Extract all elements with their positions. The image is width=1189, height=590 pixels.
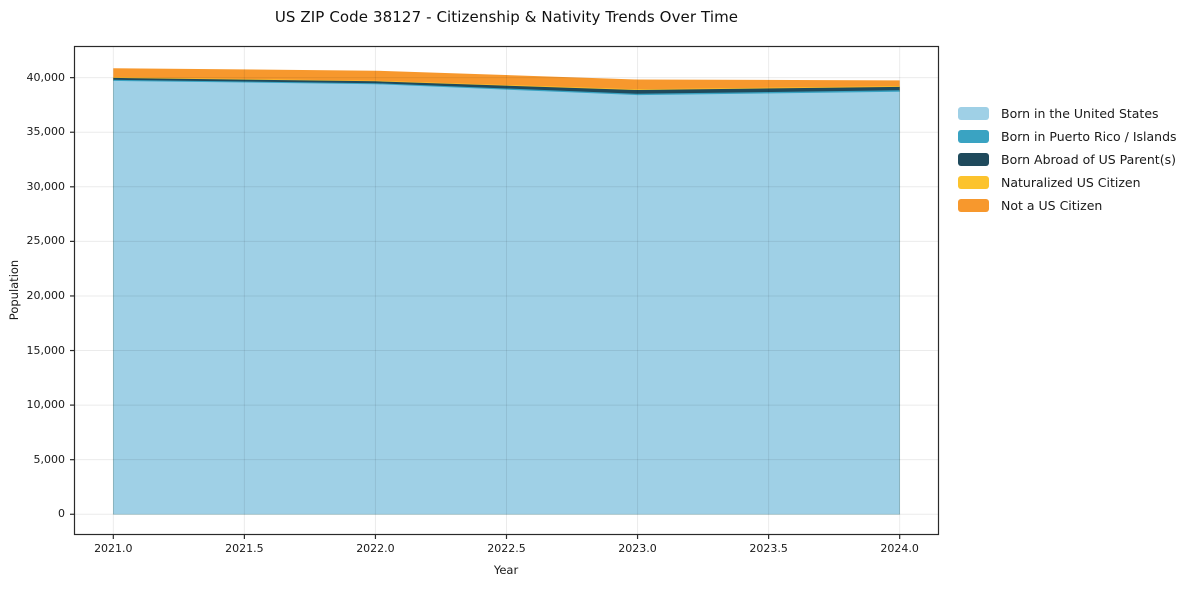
y-tick-label: 15,000 xyxy=(26,343,66,357)
legend-swatch-icon xyxy=(958,130,989,143)
legend: Born in the United States Born in Puerto … xyxy=(958,106,1177,222)
area-series-0 xyxy=(113,80,900,515)
y-tick-label: 10,000 xyxy=(26,398,66,412)
legend-item: Born Abroad of US Parent(s) xyxy=(958,152,1177,167)
x-tick-label: 2024.0 xyxy=(880,542,919,555)
legend-label: Born in Puerto Rico / Islands xyxy=(1001,129,1177,144)
y-tick-label: 30,000 xyxy=(26,179,66,193)
legend-label: Naturalized US Citizen xyxy=(1001,175,1141,190)
y-tick-label: 5,000 xyxy=(33,452,66,466)
x-axis-title: Year xyxy=(493,563,519,577)
x-tick-label: 2022.5 xyxy=(487,542,526,555)
legend-label: Not a US Citizen xyxy=(1001,198,1103,213)
y-tick-label: 25,000 xyxy=(26,234,66,248)
legend-label: Born in the United States xyxy=(1001,106,1159,121)
chart-title: US ZIP Code 38127 - Citizenship & Nativi… xyxy=(274,8,739,26)
plot-border xyxy=(73,45,940,536)
legend-label: Born Abroad of US Parent(s) xyxy=(1001,152,1176,167)
legend-swatch-icon xyxy=(958,107,989,120)
legend-item: Born in the United States xyxy=(958,106,1177,121)
legend-swatch-icon xyxy=(958,153,989,166)
x-tick-label: 2023.5 xyxy=(749,542,788,555)
x-tick-label: 2023.0 xyxy=(618,542,657,555)
plot-area xyxy=(70,45,940,539)
legend-item: Born in Puerto Rico / Islands xyxy=(958,129,1177,144)
plot-canvas xyxy=(70,45,940,539)
y-tick-label: 40,000 xyxy=(26,70,66,84)
legend-item: Naturalized US Citizen xyxy=(958,175,1177,190)
x-tick-label: 2021.5 xyxy=(225,542,264,555)
y-tick-label: 35,000 xyxy=(26,125,66,139)
y-tick-label: 0 xyxy=(58,507,65,521)
x-tick-label: 2021.0 xyxy=(94,542,133,555)
legend-swatch-icon xyxy=(958,176,989,189)
x-tick-label: 2022.0 xyxy=(356,542,395,555)
legend-item: Not a US Citizen xyxy=(958,198,1177,213)
y-tick-label: 20,000 xyxy=(26,288,66,302)
legend-swatch-icon xyxy=(958,199,989,212)
y-axis-title: Population xyxy=(7,259,21,321)
